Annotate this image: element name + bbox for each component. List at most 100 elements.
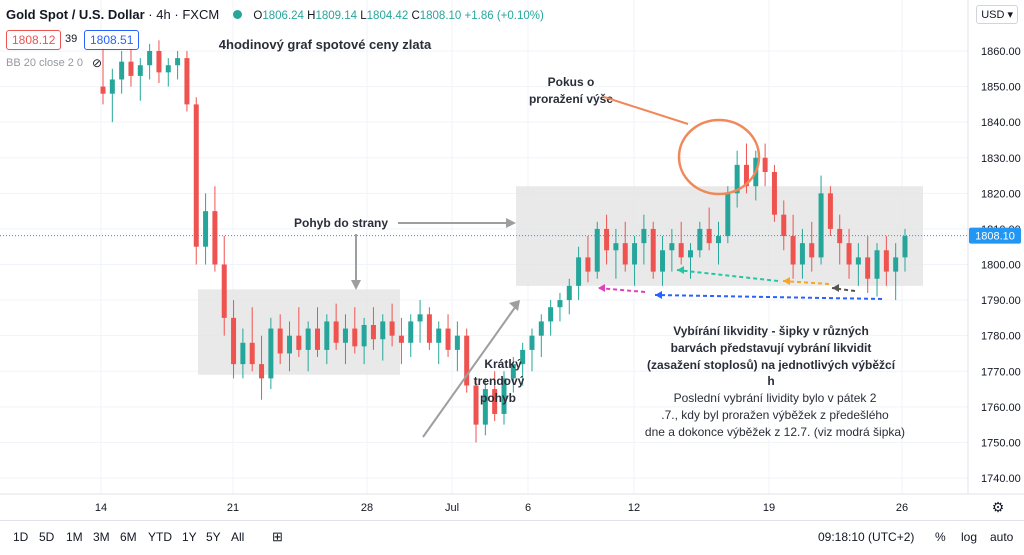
candle-body bbox=[790, 236, 796, 265]
log-toggle[interactable]: log bbox=[961, 530, 978, 544]
candle-body bbox=[156, 51, 162, 73]
ask-price-button[interactable]: 1808.51 bbox=[84, 30, 140, 50]
arrow-head bbox=[655, 291, 662, 299]
candle-body bbox=[454, 335, 460, 350]
symbol-name[interactable]: Gold Spot / U.S. Dollar bbox=[6, 7, 145, 22]
candles bbox=[100, 40, 908, 443]
candle-body bbox=[417, 314, 423, 322]
candle-body bbox=[137, 65, 143, 76]
time-tick-label: 21 bbox=[227, 502, 239, 514]
candle-body bbox=[855, 257, 861, 265]
candle-body bbox=[436, 328, 442, 343]
chart-header: Gold Spot / U.S. Dollar · 4h · FXCM O180… bbox=[6, 7, 544, 22]
candle-body bbox=[221, 264, 227, 318]
price-tick-label: 1790.00 bbox=[981, 295, 1021, 307]
time-tick-label: 6 bbox=[525, 502, 531, 514]
arrow-head bbox=[832, 284, 839, 292]
range-6m-button[interactable]: 6M bbox=[120, 530, 137, 544]
price-tick-label: 1740.00 bbox=[981, 473, 1021, 485]
candle-body bbox=[669, 243, 675, 251]
range-1y-button[interactable]: 1Y bbox=[182, 530, 197, 544]
arrow-head bbox=[351, 280, 361, 290]
time-tick-label: 14 bbox=[95, 502, 107, 514]
candle-body bbox=[688, 250, 694, 258]
candle-body bbox=[305, 328, 311, 350]
market-status-icon bbox=[232, 10, 242, 19]
range-5d-button[interactable]: 5D bbox=[39, 530, 55, 544]
candle-body bbox=[184, 58, 190, 105]
sideways-label: Pohyb do strany bbox=[294, 216, 388, 230]
chart-title-annotation: 4hodinový graf spotové ceny zlata bbox=[219, 37, 432, 52]
candle-body bbox=[771, 171, 777, 215]
auto-toggle[interactable]: auto bbox=[990, 530, 1014, 544]
price-tick-label: 1770.00 bbox=[981, 366, 1021, 378]
time-tick-label: 19 bbox=[763, 502, 775, 514]
candle-body bbox=[622, 243, 628, 265]
candle-body bbox=[147, 51, 153, 66]
trend-label: pohyb bbox=[480, 391, 516, 405]
candle-body bbox=[641, 228, 647, 244]
price-tick-label: 1750.00 bbox=[981, 437, 1021, 449]
candle-body bbox=[548, 307, 554, 322]
candle-body bbox=[165, 65, 171, 73]
price-tick-label: 1760.00 bbox=[981, 402, 1021, 414]
indicator-legend[interactable]: BB 20 close 2 0 bbox=[6, 57, 84, 69]
breakout-label: proražení výše bbox=[529, 92, 613, 106]
candle-body bbox=[352, 328, 358, 347]
range-3m-button[interactable]: 3M bbox=[93, 530, 110, 544]
candle-body bbox=[734, 164, 740, 194]
candle-body bbox=[482, 389, 488, 425]
candle-body bbox=[193, 104, 199, 247]
range-all-button[interactable]: All bbox=[231, 530, 245, 544]
candle-body bbox=[277, 328, 283, 354]
exchange-label: FXCM bbox=[182, 7, 220, 22]
percent-toggle[interactable]: % bbox=[935, 530, 946, 544]
trend-label: trendový bbox=[474, 374, 525, 388]
candle-body bbox=[632, 243, 638, 265]
candle-body bbox=[650, 228, 656, 272]
candle-body bbox=[660, 250, 666, 272]
liquidity-arrow-blue bbox=[654, 294, 883, 300]
price-tick-label: 1800.00 bbox=[981, 260, 1021, 272]
currency-select[interactable]: USD ▾ bbox=[976, 5, 1018, 24]
candle-body bbox=[725, 193, 731, 237]
range-ytd-button[interactable]: YTD bbox=[148, 530, 172, 544]
candle-body bbox=[380, 321, 386, 340]
liquidity-bold-label: barvách představují vybrání likvidit bbox=[671, 341, 872, 355]
price-tick-label: 1840.00 bbox=[981, 117, 1021, 129]
candle-body bbox=[370, 324, 376, 340]
candle-body bbox=[249, 342, 255, 365]
candle-body bbox=[109, 79, 115, 94]
candle-body bbox=[464, 335, 470, 386]
candle-body bbox=[697, 228, 703, 251]
hide-eye-icon[interactable]: ⊘ bbox=[92, 56, 103, 70]
price-tick-label: 1830.00 bbox=[981, 153, 1021, 165]
arrow-head bbox=[509, 300, 520, 311]
ohlc-values: O1806.24 H1809.14 L1804.42 C1808.10 +1.8… bbox=[253, 10, 544, 22]
candle-body bbox=[342, 328, 348, 343]
candle-body bbox=[426, 314, 432, 343]
calendar-icon[interactable]: ⊞ bbox=[272, 529, 283, 544]
clock-timezone[interactable]: 09:18:10 (UTC+2) bbox=[818, 530, 915, 544]
range-1m-button[interactable]: 1M bbox=[66, 530, 83, 544]
range-5y-button[interactable]: 5Y bbox=[206, 530, 221, 544]
interval-label[interactable]: 4h bbox=[156, 7, 171, 22]
candle-body bbox=[259, 364, 265, 379]
candle-body bbox=[287, 335, 293, 354]
breakout-label: Pokus o bbox=[548, 75, 595, 89]
candle-body bbox=[827, 193, 833, 229]
candle-body bbox=[361, 324, 367, 347]
range-1d-button[interactable]: 1D bbox=[13, 530, 29, 544]
candle-body bbox=[268, 328, 274, 379]
candle-body bbox=[874, 250, 880, 279]
candle-body bbox=[566, 285, 572, 301]
liquidity-note-label: dne a dokonce výběžek z 12.7. (viz modrá… bbox=[645, 425, 905, 439]
price-tick-label: 1850.00 bbox=[981, 82, 1021, 94]
bid-price-button[interactable]: 1808.12 bbox=[6, 30, 62, 50]
candle-body bbox=[529, 335, 535, 350]
candle-body bbox=[445, 328, 451, 350]
annotation-layer: 4hodinový graf spotové ceny zlata Pokus o… bbox=[219, 37, 905, 439]
candle-body bbox=[408, 321, 414, 343]
liquidity-arrow-black bbox=[831, 287, 856, 292]
